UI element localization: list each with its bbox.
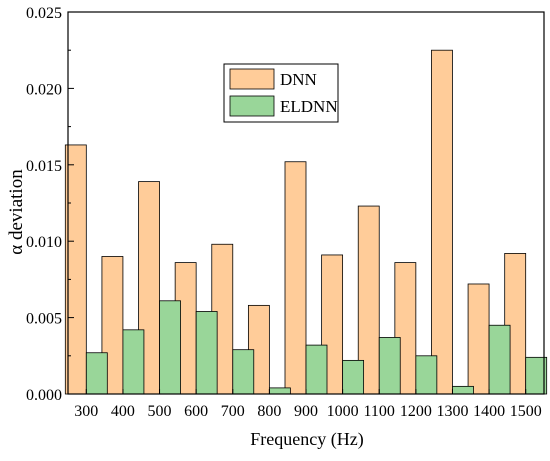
x-tick-label: 1000 bbox=[327, 403, 359, 420]
legend-swatch-eldnn bbox=[229, 95, 275, 117]
legend-swatch-dnn bbox=[229, 68, 275, 90]
bar-eldnn-1100 bbox=[378, 337, 401, 395]
x-tick-label: 600 bbox=[184, 403, 208, 420]
bar-eldnn-1200 bbox=[415, 355, 438, 395]
legend-label-dnn: DNN bbox=[280, 70, 317, 89]
x-axis-label: Frequency (Hz) bbox=[250, 429, 363, 450]
bar-eldnn-1000 bbox=[342, 359, 365, 395]
x-tick-label: 400 bbox=[111, 403, 135, 420]
y-tick-label: 0.020 bbox=[26, 81, 62, 98]
x-tick-label: 1400 bbox=[473, 403, 505, 420]
y-axis-label: α deviation bbox=[6, 169, 27, 255]
x-tick-label: 700 bbox=[221, 403, 245, 420]
ticks-layer: 0.000 0.005 0.010 0.015 0.020 0.025 300 400 500 6… bbox=[26, 5, 542, 420]
y-tick-label: 0.015 bbox=[26, 158, 62, 175]
bar-eldnn-800 bbox=[268, 387, 291, 395]
x-tick-label: 1200 bbox=[400, 403, 432, 420]
bar-dnn-900 bbox=[284, 161, 307, 395]
x-tick-label: 900 bbox=[294, 403, 318, 420]
y-tick-label: 0.025 bbox=[26, 5, 62, 22]
bars-layer bbox=[64, 49, 548, 395]
x-tick-label: 1500 bbox=[510, 403, 542, 420]
bar-eldnn-1400 bbox=[488, 324, 511, 395]
bar-dnn-1300 bbox=[431, 49, 453, 395]
y-tick-label: 0.000 bbox=[26, 387, 62, 404]
x-tick-label: 500 bbox=[148, 403, 172, 420]
bar-eldnn-500 bbox=[159, 300, 181, 395]
bar-eldnn-400 bbox=[122, 329, 145, 395]
bar-eldnn-300 bbox=[85, 352, 108, 395]
x-tick-label: 1300 bbox=[436, 403, 468, 420]
bar-eldnn-600 bbox=[195, 311, 218, 395]
x-tick-label: 300 bbox=[74, 403, 98, 420]
bar-eldnn-1300 bbox=[452, 385, 474, 395]
legend-label-eldnn: ELDNN bbox=[280, 97, 338, 116]
bar-eldnn-900 bbox=[305, 344, 328, 395]
legend: DNN ELDNN bbox=[223, 63, 339, 123]
bar-eldnn-700 bbox=[232, 349, 255, 395]
x-tick-label: 1100 bbox=[364, 403, 395, 420]
x-tick-label: 800 bbox=[257, 403, 281, 420]
bar-dnn-1400 bbox=[467, 283, 490, 395]
y-tick-label: 0.010 bbox=[26, 234, 62, 251]
y-tick-label: 0.005 bbox=[26, 311, 62, 328]
